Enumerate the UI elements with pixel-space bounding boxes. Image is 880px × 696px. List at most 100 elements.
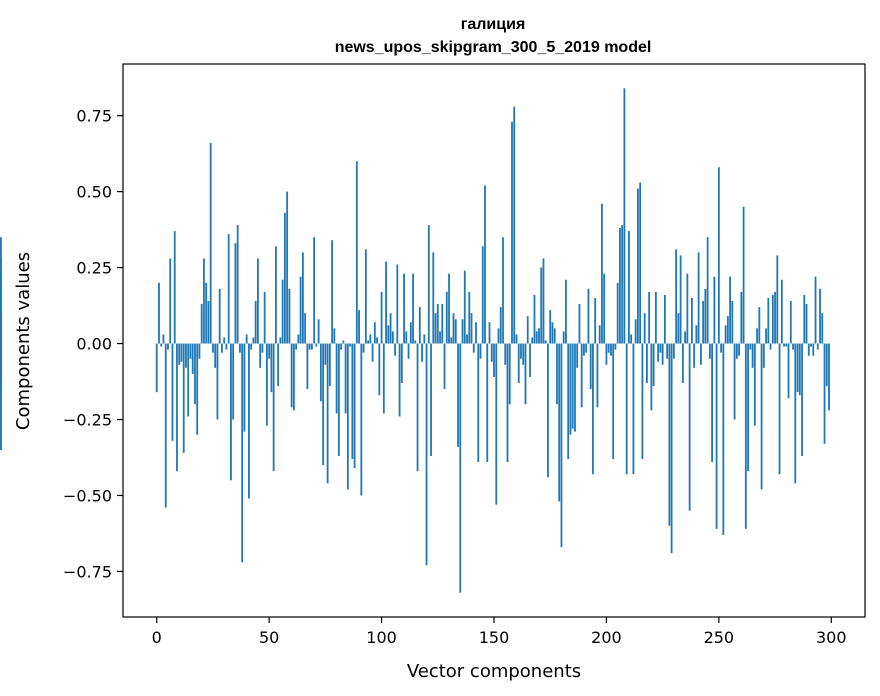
bar	[259, 343, 262, 368]
bar	[601, 203, 603, 344]
bar	[313, 237, 316, 344]
y-axis-ticks: −0.75 −0.50 −0.25 0.00 0.25 0.50 0.75	[63, 107, 123, 581]
bar	[693, 343, 696, 368]
bar	[780, 279, 783, 344]
bar	[277, 343, 280, 387]
bar	[643, 313, 646, 344]
bar	[304, 313, 307, 344]
bar	[351, 343, 354, 459]
bar	[358, 310, 360, 344]
bar	[646, 343, 648, 384]
bar	[337, 343, 340, 456]
bar	[324, 343, 327, 365]
bar	[749, 343, 752, 350]
bar	[391, 331, 394, 344]
bar	[331, 240, 334, 344]
bar	[634, 319, 637, 344]
bar	[180, 343, 183, 362]
y-tick-label: 0.25	[76, 259, 112, 278]
bar	[654, 291, 657, 344]
bar	[423, 334, 426, 344]
bar	[223, 337, 226, 344]
bar	[380, 291, 383, 344]
bar	[787, 343, 790, 399]
bar	[571, 343, 574, 429]
bar	[801, 343, 803, 456]
bar	[596, 343, 599, 408]
bar	[167, 343, 169, 350]
bar	[488, 322, 491, 344]
bar	[196, 343, 199, 435]
bar	[315, 343, 318, 347]
bar	[603, 273, 606, 344]
bar	[690, 297, 693, 344]
bar	[261, 343, 264, 353]
bar	[783, 343, 785, 347]
bar	[457, 343, 459, 447]
bar	[547, 343, 549, 478]
bar	[308, 343, 311, 350]
bar	[182, 343, 185, 453]
bar	[731, 301, 734, 344]
bar	[290, 343, 293, 408]
bar	[751, 343, 754, 368]
bar	[753, 343, 756, 426]
bar	[407, 343, 410, 359]
bar	[623, 88, 626, 344]
bar	[450, 337, 453, 344]
bar	[535, 331, 538, 344]
bar	[722, 343, 725, 535]
bar	[769, 343, 772, 350]
bar	[400, 343, 403, 384]
bar	[306, 343, 309, 390]
bar	[819, 288, 821, 344]
bar	[490, 343, 493, 362]
bar	[805, 304, 808, 344]
bar	[189, 343, 192, 359]
bar	[221, 343, 223, 353]
bar	[812, 343, 815, 356]
bar	[533, 294, 536, 344]
bar	[607, 343, 610, 353]
bar	[227, 234, 230, 344]
bar	[472, 343, 475, 353]
bar	[814, 276, 817, 344]
bar	[335, 343, 338, 414]
bar	[317, 319, 320, 344]
bar	[333, 328, 336, 344]
bar	[427, 225, 430, 344]
bar	[621, 225, 624, 344]
bar	[214, 343, 217, 368]
bar	[630, 334, 633, 344]
bar	[234, 243, 237, 344]
bar	[200, 304, 203, 344]
bar	[508, 343, 511, 405]
bar	[178, 343, 181, 365]
bar	[578, 304, 581, 344]
bar	[434, 313, 437, 344]
bar	[717, 167, 720, 344]
bar	[574, 343, 576, 432]
bar	[155, 343, 158, 393]
x-tick-label: 200	[591, 628, 622, 647]
bar	[176, 343, 178, 472]
bar	[396, 264, 399, 344]
bar	[675, 249, 678, 344]
bar	[765, 328, 767, 344]
bar	[524, 343, 527, 405]
bar	[281, 279, 284, 344]
bar	[443, 343, 446, 390]
bar	[567, 343, 570, 459]
bar	[194, 343, 196, 405]
bar	[517, 343, 520, 384]
bar	[326, 343, 329, 484]
x-tick-label: 50	[259, 628, 279, 647]
bar	[250, 343, 253, 350]
bar	[798, 343, 801, 396]
bar	[598, 325, 601, 344]
bar	[342, 340, 345, 344]
x-tick-label: 300	[816, 628, 847, 647]
bar	[394, 343, 396, 356]
bar	[699, 343, 702, 365]
x-tick-label: 0	[152, 628, 162, 647]
